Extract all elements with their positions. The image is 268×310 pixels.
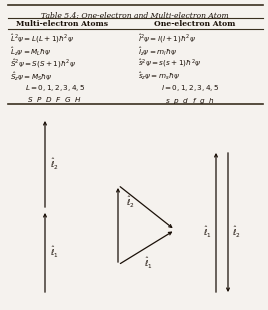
Text: $\hat{\ell}_1$: $\hat{\ell}_1$ (144, 255, 153, 271)
Text: $\hat{s}_z\psi = m_s\hbar\psi$: $\hat{s}_z\psi = m_s\hbar\psi$ (138, 70, 180, 82)
Text: $\hat{\ell}_2$: $\hat{\ell}_2$ (232, 225, 241, 240)
Text: $\hat{\ell}_2$: $\hat{\ell}_2$ (50, 157, 59, 171)
Text: $S\ \ P\ \ D\ \ F\ \ G\ \ H$: $S\ \ P\ \ D\ \ F\ \ G\ \ H$ (27, 95, 83, 104)
Text: Table 5.4: One-electron and Multi-electron Atom: Table 5.4: One-electron and Multi-electr… (41, 12, 229, 20)
Text: $\hat{l}^2\psi = l(l+1)\hbar^2\psi$: $\hat{l}^2\psi = l(l+1)\hbar^2\psi$ (138, 33, 196, 45)
Text: $\hat{L}_z\psi = M_L\hbar\psi$: $\hat{L}_z\psi = M_L\hbar\psi$ (10, 46, 52, 58)
Text: $\hat{s}^2\psi = s(s+1)\hbar^2\psi$: $\hat{s}^2\psi = s(s+1)\hbar^2\psi$ (138, 58, 202, 70)
Text: $\hat{S}_z\psi = M_S\hbar\psi$: $\hat{S}_z\psi = M_S\hbar\psi$ (10, 70, 53, 83)
Text: $\hat{\ell}_1$: $\hat{\ell}_1$ (50, 245, 59, 260)
Text: $s\ \ p\ \ d\ \ f\ \ g\ \ h$: $s\ \ p\ \ d\ \ f\ \ g\ \ h$ (165, 95, 215, 105)
Text: $\hat{\ell}_1$: $\hat{\ell}_1$ (203, 225, 212, 240)
Text: $\hat{\ell}_2$: $\hat{\ell}_2$ (126, 195, 135, 210)
Text: One-electron Atom: One-electron Atom (154, 20, 236, 28)
Text: $\hat{S}^2\psi = S(S+1)\hbar^2\psi$: $\hat{S}^2\psi = S(S+1)\hbar^2\psi$ (10, 58, 76, 70)
Text: Multi-electron Atoms: Multi-electron Atoms (16, 20, 108, 28)
Text: $\hat{l}_z\psi = m_l\hbar\psi$: $\hat{l}_z\psi = m_l\hbar\psi$ (138, 46, 177, 58)
Text: $L = 0, 1, 2, 3, 4, 5$: $L = 0, 1, 2, 3, 4, 5$ (25, 83, 85, 93)
Text: $l = 0, 1, 2, 3, 4, 5$: $l = 0, 1, 2, 3, 4, 5$ (161, 83, 219, 93)
Text: $\hat{L}^2\psi = L(L+1)\hbar^2\psi$: $\hat{L}^2\psi = L(L+1)\hbar^2\psi$ (10, 33, 74, 45)
